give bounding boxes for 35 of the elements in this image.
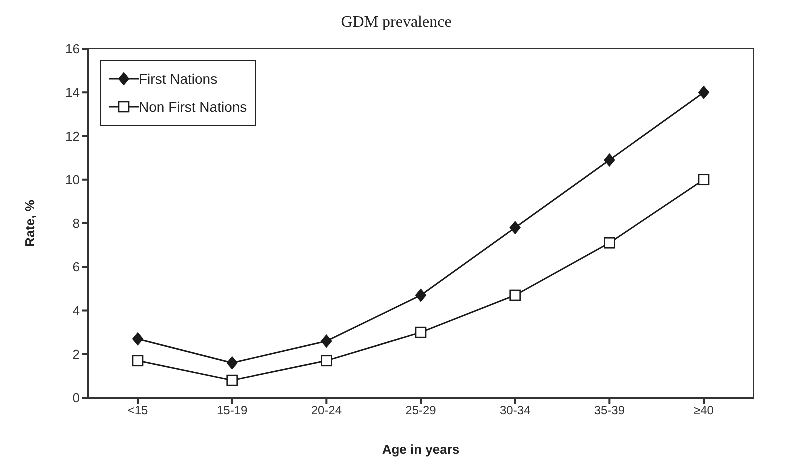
y-tick-label: 0 xyxy=(72,390,80,406)
legend-label: Non First Nations xyxy=(139,99,248,115)
x-axis-title: Age in years xyxy=(382,442,460,457)
x-tick-label: 20-24 xyxy=(311,404,342,418)
point xyxy=(510,221,521,234)
point xyxy=(604,237,616,249)
y-tick-label: 6 xyxy=(72,260,80,275)
point xyxy=(415,326,427,338)
point xyxy=(132,355,144,367)
y-tick-label: 16 xyxy=(66,42,80,57)
point xyxy=(321,334,332,348)
point xyxy=(226,374,238,386)
y-tick-label: 10 xyxy=(66,172,80,188)
y-axis-title: Rate, % xyxy=(22,200,38,247)
point xyxy=(132,332,144,346)
x-tick-label: <15 xyxy=(128,404,148,418)
y-tick-label: 14 xyxy=(66,85,80,100)
legend-label: First Nations xyxy=(139,71,218,87)
x-tick-label: ≥40 xyxy=(694,404,714,418)
y-tick-label: 4 xyxy=(72,303,80,318)
point xyxy=(416,288,426,302)
y-tick-label: 8 xyxy=(72,216,80,232)
x-tick-label: 25-29 xyxy=(406,404,437,418)
x-tick-label: 35-39 xyxy=(594,404,626,418)
y-tick-label: 2 xyxy=(72,346,80,362)
point xyxy=(226,356,238,370)
point xyxy=(698,86,710,100)
point xyxy=(510,290,521,302)
x-tick-label: 30-34 xyxy=(500,404,531,418)
chart-title: GDM prevalence xyxy=(340,13,453,33)
point xyxy=(604,154,616,167)
y-tick-label: 12 xyxy=(66,128,80,144)
point xyxy=(321,355,332,367)
x-tick-label: 15-19 xyxy=(216,404,248,418)
point xyxy=(698,174,710,186)
